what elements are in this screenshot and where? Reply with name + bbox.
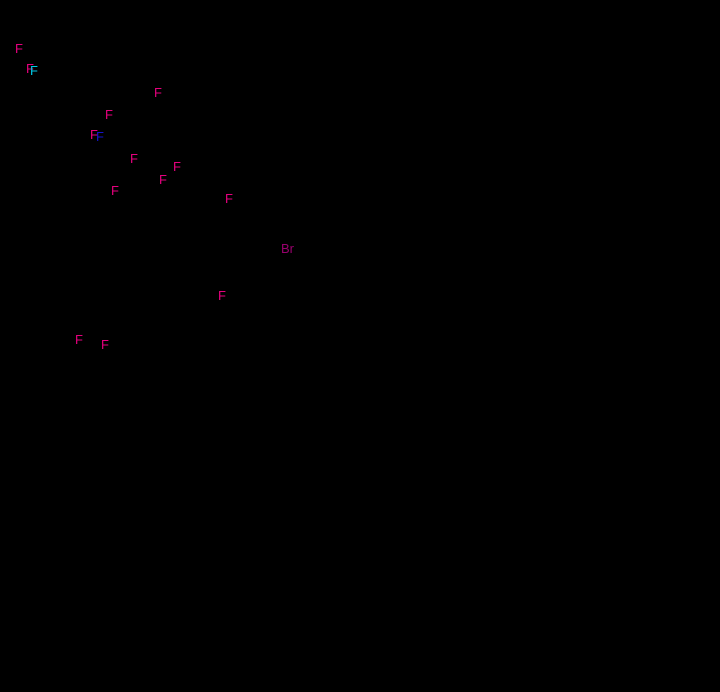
atom-label-fluorine-9: F [159,173,167,186]
atom-label-fluorine-7: F [130,152,138,165]
atom-label-fluorine-2: F [30,64,38,77]
atom-label-fluorine-8: F [173,160,181,173]
atom-label-fluorine-3: F [154,86,162,99]
atom-label-bromine-12: Br [281,242,294,255]
atom-label-fluorine-15: F [101,338,109,351]
atom-label-fluorine-13: F [218,289,226,302]
molecule-label-canvas: F F F F F F F F F F F F Br F F F [0,0,720,692]
atom-label-fluorine-11: F [225,192,233,205]
atom-label-fluorine-10: F [111,184,119,197]
atom-label-fluorine-14: F [75,333,83,346]
atom-label-fluorine-0: F [15,42,23,55]
atom-label-fluorine-6: F [96,130,104,143]
atom-label-fluorine-4: F [105,108,113,121]
